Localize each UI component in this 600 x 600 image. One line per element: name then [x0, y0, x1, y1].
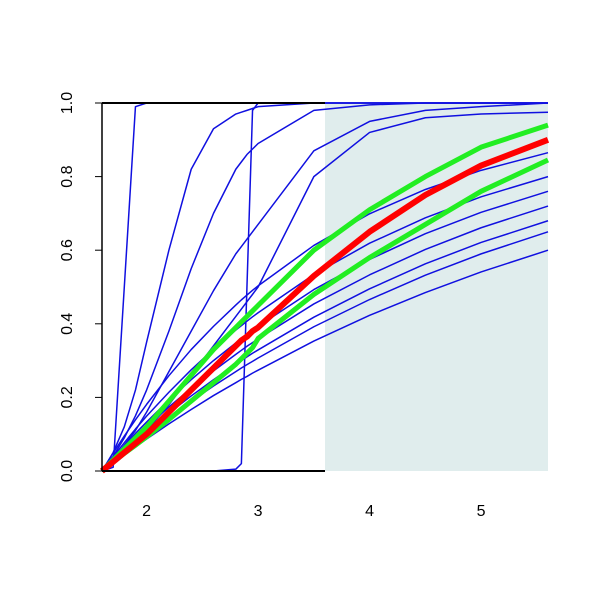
curve [100, 122, 549, 473]
curve [101, 102, 548, 472]
x-tick-label: 3 [254, 503, 263, 520]
curve [101, 102, 549, 472]
curve [101, 151, 549, 472]
x-tick-label: 5 [477, 503, 486, 520]
y-tick-label: 0.2 [59, 386, 76, 408]
curve [100, 137, 550, 474]
shaded-region [325, 103, 548, 471]
x-tick-label: 2 [142, 503, 151, 520]
curve [101, 102, 548, 472]
y-tick-label: 0.6 [59, 239, 76, 261]
y-tick-label: 0.4 [59, 313, 76, 335]
y-tick-label: 1.0 [59, 92, 76, 114]
x-tick-label: 4 [365, 503, 374, 520]
y-tick-label: 0.0 [59, 460, 76, 482]
y-tick-label: 0.8 [59, 165, 76, 187]
